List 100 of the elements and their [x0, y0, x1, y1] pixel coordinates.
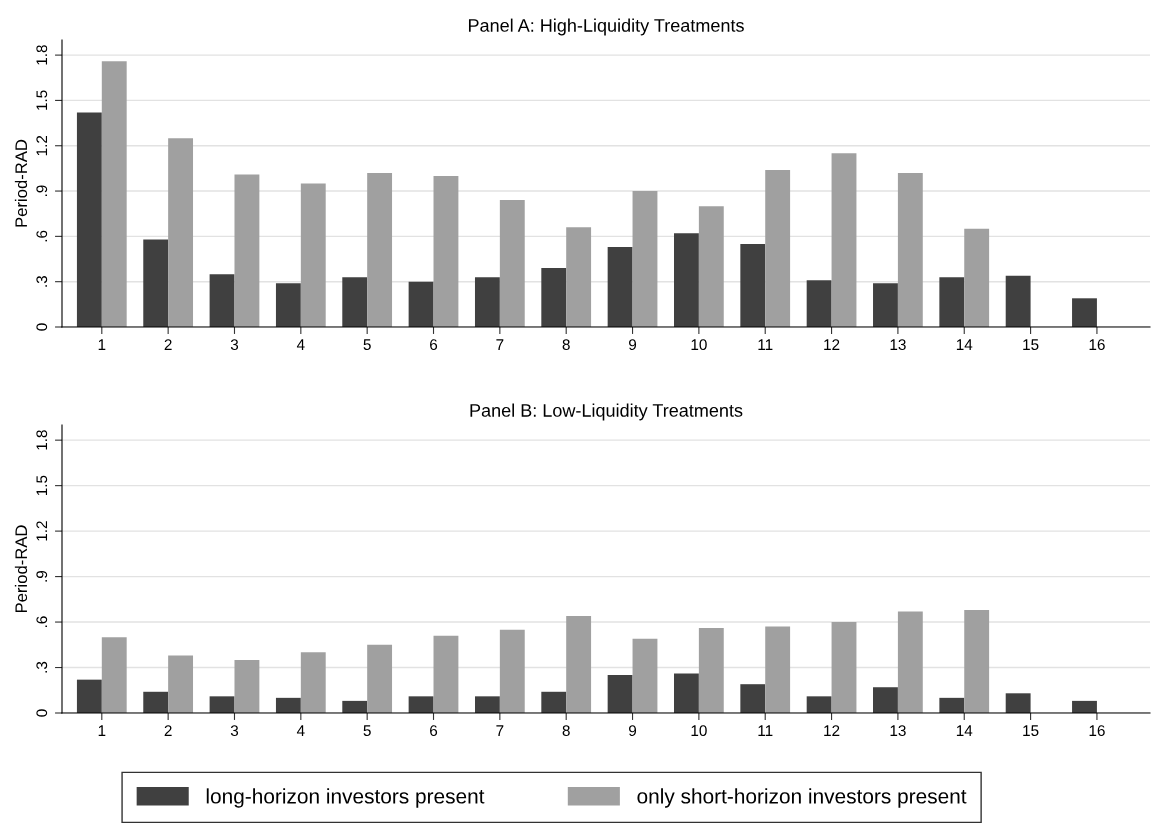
- bar: [939, 697, 965, 713]
- bar: [541, 268, 567, 327]
- bar: [765, 626, 791, 713]
- x-tick-label: 7: [496, 339, 504, 350]
- bar: [143, 239, 169, 327]
- bar: [806, 696, 832, 713]
- y-tick-label: .9: [36, 185, 48, 197]
- bar: [698, 628, 724, 713]
- bar: [566, 615, 592, 713]
- bar: [209, 274, 235, 327]
- bar: [474, 696, 500, 713]
- bar: [964, 609, 990, 713]
- bar: [632, 638, 658, 713]
- bar: [541, 691, 567, 713]
- x-tick-label: 4: [296, 725, 305, 736]
- bar: [499, 200, 525, 327]
- y-tick-label: 1.8: [36, 430, 48, 450]
- x-tick-label: 3: [230, 339, 239, 351]
- x-tick-label: 7: [496, 725, 504, 736]
- x-tick-label: 5: [363, 725, 371, 737]
- bar: [499, 629, 525, 713]
- x-tick-label: 12: [824, 339, 840, 350]
- x-tick-label: 13: [890, 725, 906, 737]
- x-tick-label: 8: [562, 725, 570, 737]
- x-tick-label: 2: [164, 725, 172, 736]
- x-tick-label: 10: [691, 339, 707, 351]
- x-tick-label: 2: [164, 339, 172, 350]
- bar: [873, 687, 898, 713]
- x-tick-label: 11: [758, 339, 773, 350]
- bar: [76, 112, 102, 327]
- bar: [342, 700, 368, 713]
- x-tick-label: 14: [956, 339, 973, 350]
- bar: [234, 174, 260, 327]
- x-tick-label: 1: [98, 725, 106, 736]
- y-axis-title: Period-RAD: [14, 525, 28, 613]
- bar: [209, 696, 235, 713]
- bar: [698, 206, 724, 327]
- x-tick-label: 6: [430, 339, 438, 351]
- bar: [101, 61, 127, 327]
- x-tick-label: 8: [562, 339, 570, 351]
- bar: [806, 280, 832, 327]
- y-tick-label: 1.2: [36, 521, 48, 541]
- bar: [607, 246, 633, 327]
- bar: [765, 169, 791, 327]
- bar: [674, 233, 699, 327]
- y-tick-label: 0: [36, 709, 48, 717]
- x-tick-label: 6: [430, 725, 438, 737]
- legend-label: long-horizon investors present: [206, 788, 485, 808]
- chart-title: Panel B: Low-Liquidity Treatments: [470, 403, 743, 421]
- y-tick-label: 1.2: [36, 135, 48, 156]
- chart-title: Panel A: High-Liquidity Treatments: [468, 18, 744, 36]
- x-tick-label: 12: [824, 725, 840, 736]
- x-tick-label: 3: [230, 725, 239, 737]
- bar: [964, 228, 990, 327]
- y-tick-label: .3: [36, 275, 48, 287]
- y-tick-label: 1.5: [36, 90, 48, 110]
- x-tick-label: 5: [363, 339, 371, 351]
- bar: [433, 175, 459, 327]
- x-tick-label: 16: [1089, 725, 1105, 737]
- y-tick-label: .9: [36, 570, 48, 582]
- bar: [939, 277, 965, 327]
- x-tick-label: 14: [956, 725, 973, 736]
- y-tick-label: 1.8: [36, 45, 48, 65]
- x-tick-label: 1: [98, 339, 106, 350]
- bar: [1005, 693, 1031, 713]
- x-tick-label: 9: [629, 725, 637, 737]
- y-tick-label: .6: [36, 616, 48, 628]
- x-tick-label: 16: [1089, 339, 1105, 351]
- bar: [607, 675, 633, 713]
- y-tick-label: .3: [36, 661, 48, 673]
- bar: [740, 684, 766, 713]
- bar: [674, 673, 699, 713]
- bar: [168, 138, 194, 327]
- bar: [831, 622, 857, 713]
- x-tick-label: 9: [629, 339, 637, 351]
- y-tick-label: .6: [36, 230, 48, 242]
- bar: [408, 281, 434, 327]
- bar: [408, 696, 434, 713]
- bar: [101, 637, 127, 713]
- bar: [566, 227, 592, 327]
- bar: [168, 655, 194, 713]
- bar: [275, 283, 301, 327]
- bar: [873, 283, 898, 327]
- bar: [632, 191, 658, 327]
- bar: [367, 172, 393, 327]
- bar: [1072, 298, 1097, 327]
- bar: [897, 611, 923, 713]
- bar: [234, 659, 260, 713]
- bar: [1005, 275, 1031, 327]
- bar: [740, 243, 766, 327]
- bar: [433, 635, 459, 713]
- bar: [474, 277, 500, 327]
- y-axis-title: Period-RAD: [14, 139, 28, 227]
- bar: [300, 652, 326, 713]
- x-tick-label: 15: [1023, 339, 1039, 351]
- bar: [76, 679, 102, 713]
- bar: [831, 153, 857, 327]
- bar: [342, 277, 368, 327]
- x-tick-label: 13: [890, 339, 906, 351]
- bar: [897, 172, 923, 327]
